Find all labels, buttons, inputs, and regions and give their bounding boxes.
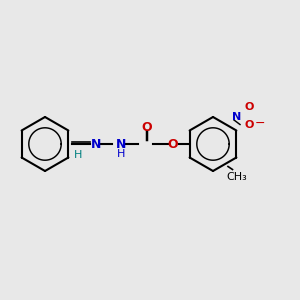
- Text: O: O: [142, 121, 152, 134]
- Text: H: H: [74, 149, 82, 160]
- Text: H: H: [117, 149, 126, 160]
- Text: CH₃: CH₃: [226, 172, 248, 182]
- Text: N: N: [116, 137, 127, 151]
- Text: O: O: [244, 119, 254, 130]
- Text: O: O: [167, 137, 178, 151]
- Text: O: O: [244, 101, 254, 112]
- Text: N: N: [232, 112, 242, 122]
- Text: N: N: [91, 137, 101, 151]
- Text: −: −: [254, 116, 265, 130]
